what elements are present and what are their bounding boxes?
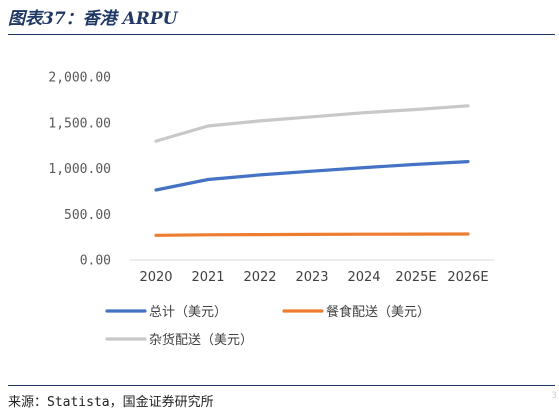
- y-tick-label: 1,500.00: [48, 116, 111, 131]
- legend-label: 杂货配送（美元）: [149, 332, 253, 348]
- y-axis: 0.00 500.00 1,000.00 1,500.00 2,000.00: [48, 71, 111, 269]
- y-tick-label: 0.00: [80, 254, 111, 269]
- x-tick-label: 2025E: [395, 270, 436, 285]
- x-tick-label: 2021: [191, 270, 224, 285]
- legend-label: 餐食配送（美元）: [326, 304, 430, 320]
- x-tick-label: 2020: [139, 270, 172, 285]
- x-tick-label: 2026E: [447, 270, 488, 285]
- source-divider: [8, 385, 555, 386]
- x-tick-label: 2022: [243, 270, 276, 285]
- legend-label: 总计（美元）: [149, 305, 227, 320]
- series-lines: [154, 104, 470, 237]
- x-tick-label: 2023: [295, 270, 328, 285]
- y-tick-label: 2,000.00: [48, 71, 111, 86]
- legend-item: 杂货配送（美元）: [105, 332, 253, 348]
- series-line-1: [154, 232, 470, 237]
- legend-item: 餐食配送（美元）: [282, 304, 430, 320]
- x-tick-label: 2024: [347, 270, 380, 285]
- source-note: 来源：Statista，国金证券研究所: [8, 395, 214, 410]
- series-line-0: [154, 160, 470, 192]
- y-tick-label: 1,000.00: [48, 162, 111, 177]
- legend: 总计（美元） 餐食配送（美元） 杂货配送（美元）: [105, 304, 430, 348]
- figure-title: 图表37：香港 ARPU: [8, 9, 178, 29]
- x-axis: 2020 2021 2022 2023 2024 2025E 2026E: [130, 259, 494, 285]
- title-divider: [8, 34, 555, 35]
- series-line-2: [154, 104, 470, 143]
- page-number: 3: [551, 391, 557, 401]
- y-tick-label: 500.00: [64, 208, 111, 223]
- legend-item: 总计（美元）: [105, 305, 227, 320]
